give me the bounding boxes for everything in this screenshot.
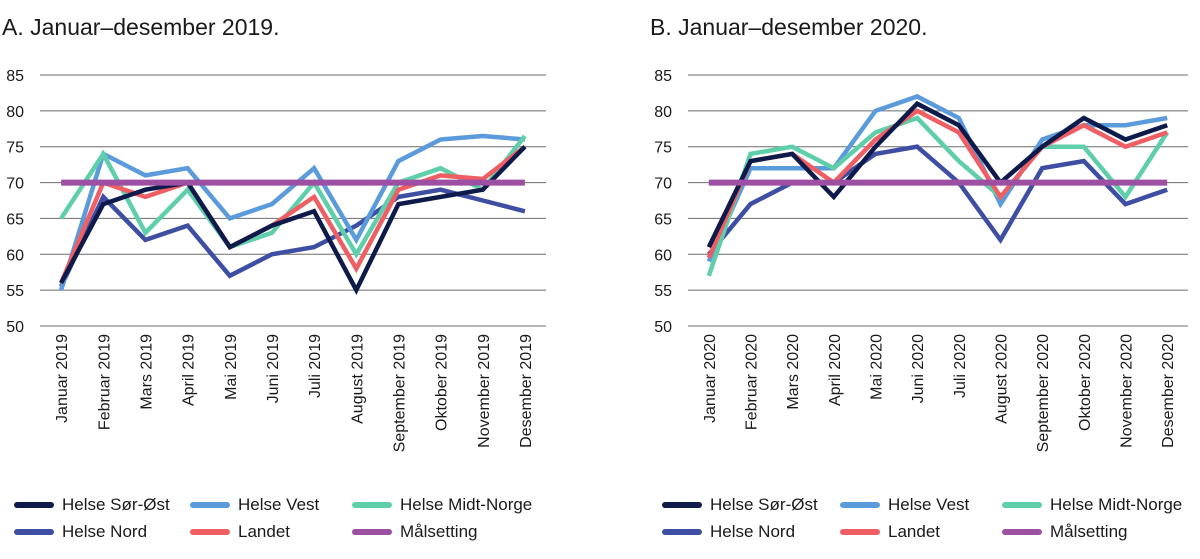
x-tick-label: Mai 2020 xyxy=(869,334,886,400)
y-tick-label: 50 xyxy=(6,319,24,336)
legend-label: Landet xyxy=(888,522,940,541)
series-line-helse-sør-øst xyxy=(706,100,1168,249)
x-tick-label: Desember 2020 xyxy=(1160,334,1177,448)
legend-swatch xyxy=(840,502,880,508)
y-tick-label: 65 xyxy=(6,211,24,228)
x-tick-label: April 2019 xyxy=(181,334,198,406)
series-line-helse-sør-øst xyxy=(59,145,527,296)
legend-swatch xyxy=(840,529,880,535)
legend-swatch xyxy=(14,502,54,508)
y-tick-label: 80 xyxy=(654,104,672,121)
y-tick-label: 85 xyxy=(654,68,672,85)
x-tick-label: Oktober 2020 xyxy=(1077,334,1094,431)
y-tick-label: 65 xyxy=(654,211,672,228)
legend-swatch xyxy=(662,502,702,508)
x-tick-label: Juni 2019 xyxy=(265,334,282,403)
y-tick-label: 55 xyxy=(654,283,672,300)
x-tick-label: Februar 2020 xyxy=(744,334,761,430)
series-line-helse-nord xyxy=(707,144,1168,256)
legend-item: Helse Midt-Norge xyxy=(1002,494,1182,516)
line-chart-2019: 50 55 60 65 70 75 80 85 Januar 2019 Februar 2019 M… xyxy=(6,68,546,452)
legend-swatch xyxy=(190,502,230,508)
x-tick-label: Mars 2020 xyxy=(785,334,802,410)
y-tick-label: 55 xyxy=(6,283,24,300)
x-tick-label: November 2020 xyxy=(1119,334,1136,448)
chart-title: A. Januar–desember 2019. xyxy=(2,14,280,40)
legend-item: Helse Sør-Øst xyxy=(14,494,170,516)
y-tick-label: 60 xyxy=(654,247,672,264)
legend-item: Helse Vest xyxy=(840,494,969,516)
y-tick-label: 75 xyxy=(6,140,24,157)
y-tick-label: 60 xyxy=(6,247,24,264)
x-tick-label: Januar 2019 xyxy=(54,334,71,423)
x-tick-label: Februar 2019 xyxy=(96,334,113,430)
legend-label: Landet xyxy=(238,522,290,541)
legend-label: Helse Nord xyxy=(62,522,148,541)
chart-panel-a: A. Januar–desember 2019. 50 55 60 65 70 75 80 8… xyxy=(2,14,546,543)
x-tick-label: August 2020 xyxy=(994,334,1011,424)
series-line-helse-nord xyxy=(59,187,526,288)
legend-label: Helse Nord xyxy=(710,522,796,541)
y-tick-label: 85 xyxy=(6,68,24,85)
legend-item: Helse Sør-Øst xyxy=(662,494,818,516)
series-line-helse-vest xyxy=(706,94,1168,263)
legend-swatch xyxy=(190,529,230,535)
chart-panel-b: B. Januar–desember 2020. 50 55 60 65 70 75 80 8… xyxy=(600,0,1200,559)
x-tick-label: Mai 2019 xyxy=(223,334,240,400)
legend-label: Helse Midt-Norge xyxy=(1050,495,1183,514)
legend-swatch xyxy=(662,529,702,535)
x-tick-label: Juni 2020 xyxy=(910,334,927,403)
legend-label: Helse Sør-Øst xyxy=(62,495,170,514)
y-tick-label: 50 xyxy=(654,319,672,336)
chart-title: B. Januar–desember 2020. xyxy=(650,14,928,40)
legend-label: Målsetting xyxy=(400,522,478,541)
x-tick-label: September 2020 xyxy=(1035,334,1052,452)
legend-item: Helse Nord xyxy=(662,521,795,543)
x-tick-label: Juli 2019 xyxy=(307,334,324,398)
legend-swatch xyxy=(1002,502,1042,508)
series-line-helse-midt-norge xyxy=(706,115,1170,277)
legend-swatch xyxy=(352,502,392,508)
x-tick-label: Desember 2019 xyxy=(518,334,535,448)
series-line-landet xyxy=(59,144,527,284)
legend-label: Målsetting xyxy=(1050,522,1128,541)
y-tick-label: 70 xyxy=(6,176,24,193)
line-chart-2020: 50 55 60 65 70 75 80 85 Januar 2020 Februar 2020 M… xyxy=(654,68,1188,452)
x-tick-label: November 2019 xyxy=(476,334,493,448)
legend-item: Landet xyxy=(840,521,940,543)
legend-label: Helse Sør-Øst xyxy=(710,495,818,514)
legend-swatch xyxy=(14,529,54,535)
x-tick-label: Januar 2020 xyxy=(702,334,719,423)
legend-label: Helse Midt-Norge xyxy=(400,495,533,514)
x-tick-label: Oktober 2019 xyxy=(434,334,451,431)
x-tick-label: September 2019 xyxy=(391,334,408,452)
x-tick-label: Mars 2019 xyxy=(138,334,155,410)
legend-item: Helse Nord xyxy=(14,521,147,543)
series-line-helse-midt-norge xyxy=(59,134,527,259)
y-tick-label: 80 xyxy=(6,104,24,121)
x-tick-label: August 2019 xyxy=(349,334,366,424)
y-tick-label: 70 xyxy=(654,176,672,193)
y-tick-label: 75 xyxy=(654,140,672,157)
legend-item: Målsetting xyxy=(1002,521,1127,543)
legend-item: Helse Midt-Norge xyxy=(352,494,532,516)
x-tick-label: April 2020 xyxy=(827,334,844,406)
legend-item: Målsetting xyxy=(352,521,477,543)
series-line-helse-vest xyxy=(58,133,526,291)
legend-label: Helse Vest xyxy=(238,495,320,514)
x-tick-label: Juli 2020 xyxy=(952,334,969,398)
legend-item: Helse Vest xyxy=(190,494,319,516)
legend-swatch xyxy=(352,529,392,535)
legend-item: Landet xyxy=(190,521,290,543)
legend-swatch xyxy=(1002,529,1042,535)
legend-label: Helse Vest xyxy=(888,495,970,514)
